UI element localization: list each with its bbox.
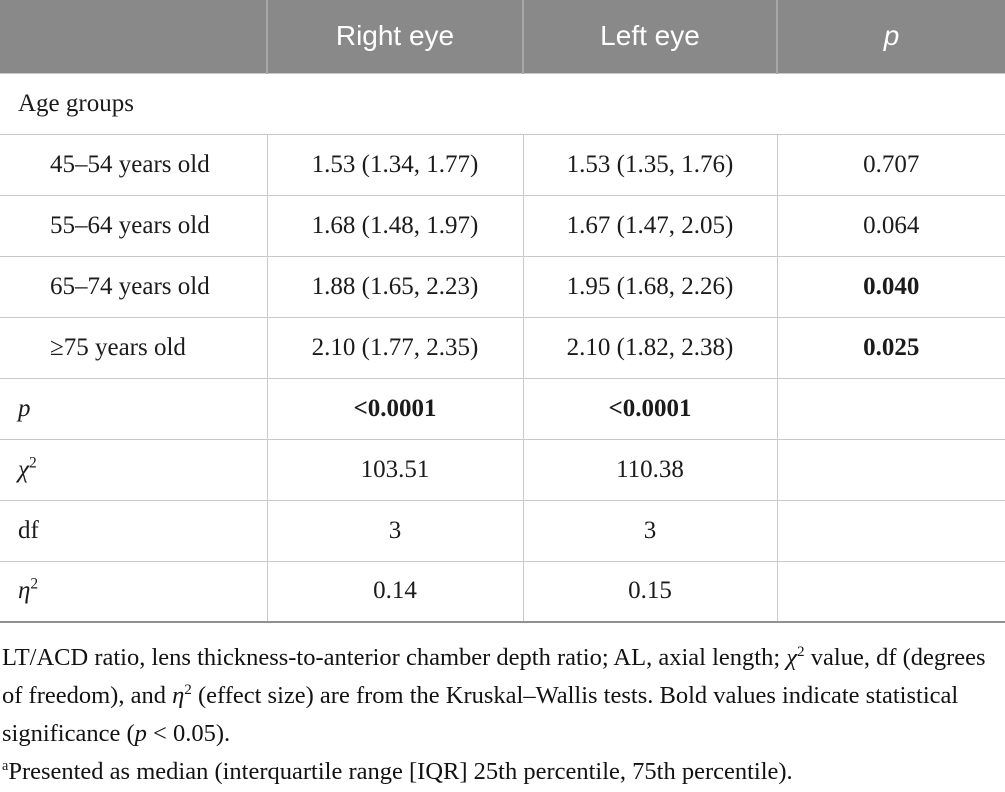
footnote-marker-a: a <box>2 757 9 774</box>
row-label-df: df <box>0 499 268 562</box>
row-label: 45–54 years old <box>0 133 268 196</box>
superscript-two: 2 <box>29 454 37 472</box>
table-header: Right eye Left eye p <box>0 0 1005 73</box>
table-row-eta-squared: η2 0.14 0.15 <box>0 560 1005 623</box>
left-eye-value: 1.53 (1.35, 1.76) <box>522 133 778 196</box>
section-label: Age groups <box>0 72 1005 135</box>
right-eye-value: 1.68 (1.48, 1.97) <box>266 194 524 257</box>
right-eye-value: 1.88 (1.65, 2.23) <box>266 255 524 318</box>
empty-cell <box>776 438 1005 501</box>
row-label: 55–64 years old <box>0 194 268 257</box>
footnote-text: (effect size) are from the Kruskal–Walli… <box>2 681 959 747</box>
row-label-p: p <box>0 377 268 440</box>
footnote-text: value, df (degrees of freedom), and <box>2 644 986 709</box>
empty-cell <box>776 499 1005 562</box>
table-row-75-plus: ≥75 years old 2.10 (1.77, 2.35) 2.10 (1.… <box>0 316 1005 379</box>
p-value-significant: 0.040 <box>776 255 1005 318</box>
superscript-two: 2 <box>184 680 192 698</box>
header-col-p: p <box>776 0 1005 73</box>
table-row-p: p <0.0001 <0.0001 <box>0 377 1005 440</box>
p-value: 0.064 <box>776 194 1005 257</box>
right-eye-value: 1.53 (1.34, 1.77) <box>266 133 524 196</box>
row-label-chi-squared: χ2 <box>0 438 268 501</box>
eta-symbol: η <box>18 577 31 605</box>
section-row-age-groups: Age groups <box>0 72 1005 135</box>
left-eye-value: 1.67 (1.47, 2.05) <box>522 194 778 257</box>
header-col-right-eye: Right eye <box>266 0 523 73</box>
lt-acd-ratio-table: Right eye Left eye p Age groups 45–54 ye… <box>0 0 1005 623</box>
superscript-two: 2 <box>30 575 39 593</box>
header-row: Right eye Left eye p <box>0 0 1005 73</box>
table-row-chi-squared: χ2 103.51 110.38 <box>0 438 1005 501</box>
footnote-abbreviations: LT/ACD ratio, lens thickness-to-anterior… <box>2 639 1003 753</box>
header-col-empty <box>0 0 267 73</box>
left-eye-df-value: 3 <box>522 499 778 562</box>
empty-cell <box>776 377 1005 440</box>
row-label: 65–74 years old <box>0 255 268 318</box>
table-row-45-54: 45–54 years old 1.53 (1.34, 1.77) 1.53 (… <box>0 133 1005 196</box>
right-eye-value: 2.10 (1.77, 2.35) <box>266 316 524 379</box>
header-col-left-eye: Left eye <box>522 0 777 73</box>
table-footnotes: LT/ACD ratio, lens thickness-to-anterior… <box>0 623 1005 791</box>
left-eye-value: 1.95 (1.68, 2.26) <box>522 255 778 318</box>
table-row-65-74: 65–74 years old 1.88 (1.65, 2.23) 1.95 (… <box>0 255 1005 318</box>
table-row-df: df 3 3 <box>0 499 1005 562</box>
table-row-55-64: 55–64 years old 1.68 (1.48, 1.97) 1.67 (… <box>0 194 1005 257</box>
left-eye-p-value: <0.0001 <box>522 377 778 440</box>
empty-cell <box>776 560 1005 623</box>
superscript-two: 2 <box>797 642 805 660</box>
right-eye-p-value: <0.0001 <box>266 377 524 440</box>
p-value-significant: 0.025 <box>776 316 1005 379</box>
footnote-text: Presented as median (interquartile range… <box>8 757 793 785</box>
chi-symbol: χ <box>18 455 29 483</box>
chi-symbol: χ <box>786 644 798 671</box>
right-eye-df-value: 3 <box>266 499 524 562</box>
footnote-text: LT/ACD ratio, lens thickness-to-anterior… <box>2 644 787 671</box>
row-label: ≥75 years old <box>0 316 268 379</box>
right-eye-eta-value: 0.14 <box>266 560 524 623</box>
footnote-median: aPresented as median (interquartile rang… <box>2 753 1003 791</box>
left-eye-eta-value: 0.15 <box>522 560 778 623</box>
row-label-eta-squared: η2 <box>0 560 268 623</box>
left-eye-chi-value: 110.38 <box>522 438 778 501</box>
footnote-text: < 0.05). <box>146 719 231 747</box>
p-value: 0.707 <box>776 133 1005 196</box>
left-eye-value: 2.10 (1.82, 2.38) <box>522 316 778 379</box>
right-eye-chi-value: 103.51 <box>266 438 524 501</box>
p-symbol: p <box>134 719 147 747</box>
eta-symbol: η <box>172 681 185 709</box>
